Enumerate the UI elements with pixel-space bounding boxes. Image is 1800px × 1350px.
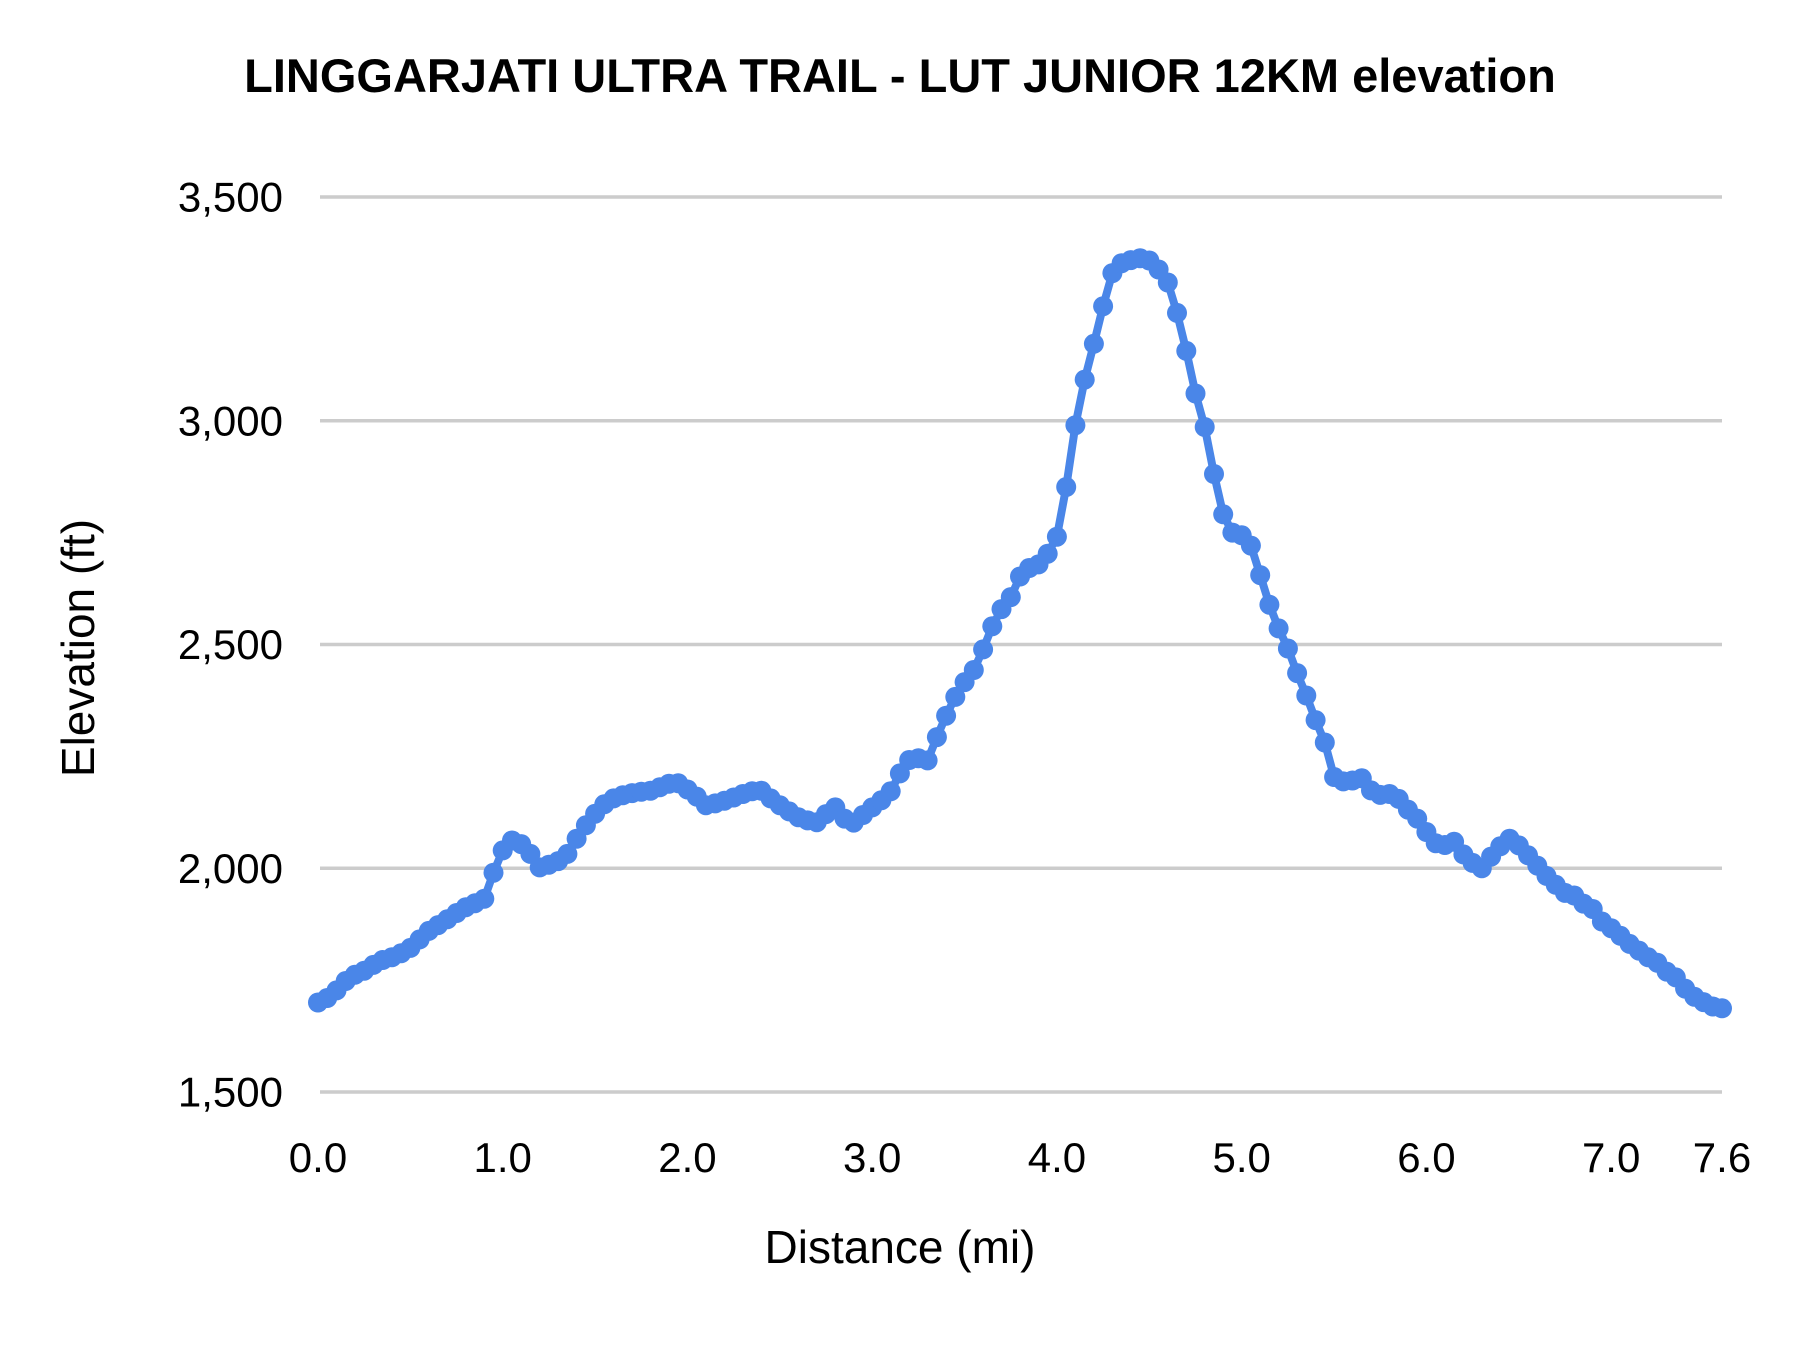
x-tick-label: 2.0: [658, 1134, 716, 1181]
elevation-series-marker: [982, 616, 1003, 637]
x-axis-title: Distance (mi): [764, 1221, 1036, 1273]
elevation-series-marker: [1176, 340, 1197, 361]
elevation-series-marker: [1185, 383, 1206, 404]
y-tick-label: 3,500: [178, 174, 283, 221]
elevation-series-marker: [474, 888, 495, 909]
elevation-series-marker: [1213, 504, 1234, 525]
x-tick-label: 7.0: [1582, 1134, 1640, 1181]
x-tick-label: 6.0: [1397, 1134, 1455, 1181]
elevation-series-marker: [1287, 663, 1308, 684]
elevation-series-marker: [973, 639, 994, 660]
x-tick-label: 3.0: [843, 1134, 901, 1181]
elevation-series-marker: [1083, 333, 1104, 354]
x-tick-label: 7.6: [1693, 1134, 1751, 1181]
elevation-series-marker: [1037, 543, 1058, 564]
elevation-series-marker: [1074, 369, 1095, 390]
elevation-series-marker: [1167, 302, 1187, 323]
x-tick-label: 0.0: [289, 1134, 347, 1181]
elevation-series-marker: [1093, 296, 1114, 317]
y-tick-label: 2,000: [178, 845, 283, 892]
elevation-series-marker: [1000, 587, 1021, 608]
elevation-series-marker: [945, 686, 966, 707]
elevation-series-marker: [936, 705, 957, 726]
elevation-series-marker: [963, 660, 984, 680]
elevation-series-marker: [557, 843, 578, 864]
elevation-series-line: [314, 254, 1726, 1013]
x-tick-label: 1.0: [474, 1134, 532, 1181]
elevation-series-marker: [1296, 685, 1317, 706]
elevation-series-marker: [1712, 998, 1732, 1019]
elevation-series-marker: [1277, 638, 1298, 659]
elevation-series-marker: [1259, 594, 1280, 615]
elevation-series-marker: [1250, 565, 1271, 586]
elevation-series-marker: [926, 727, 947, 748]
elevation-series-marker: [1046, 526, 1067, 547]
elevation-series-marker: [1194, 417, 1215, 437]
elevation-series-marker: [1240, 535, 1261, 556]
elevation-series-marker: [880, 781, 901, 802]
x-tick-label: 5.0: [1212, 1134, 1270, 1181]
elevation-series-marker: [1268, 618, 1289, 639]
y-axis-title: Elevation (ft): [52, 518, 104, 778]
x-tick-label: 4.0: [1028, 1134, 1086, 1181]
elevation-series-marker: [917, 750, 938, 771]
chart-title: LINGGARJATI ULTRA TRAIL - LUT JUNIOR 12K…: [244, 49, 1556, 102]
y-tick-label: 2,500: [178, 621, 283, 668]
y-tick-label: 1,500: [178, 1069, 283, 1116]
elevation-series-marker: [1056, 477, 1077, 497]
elevation-series-marker: [1314, 732, 1335, 753]
elevation-series-marker: [1065, 415, 1086, 436]
elevation-series-marker: [483, 862, 504, 883]
elevation-series-marker: [1305, 710, 1326, 731]
y-tick-label: 3,000: [178, 397, 283, 444]
elevation-series-marker: [1204, 464, 1224, 484]
elevation-series-marker: [1157, 272, 1178, 293]
